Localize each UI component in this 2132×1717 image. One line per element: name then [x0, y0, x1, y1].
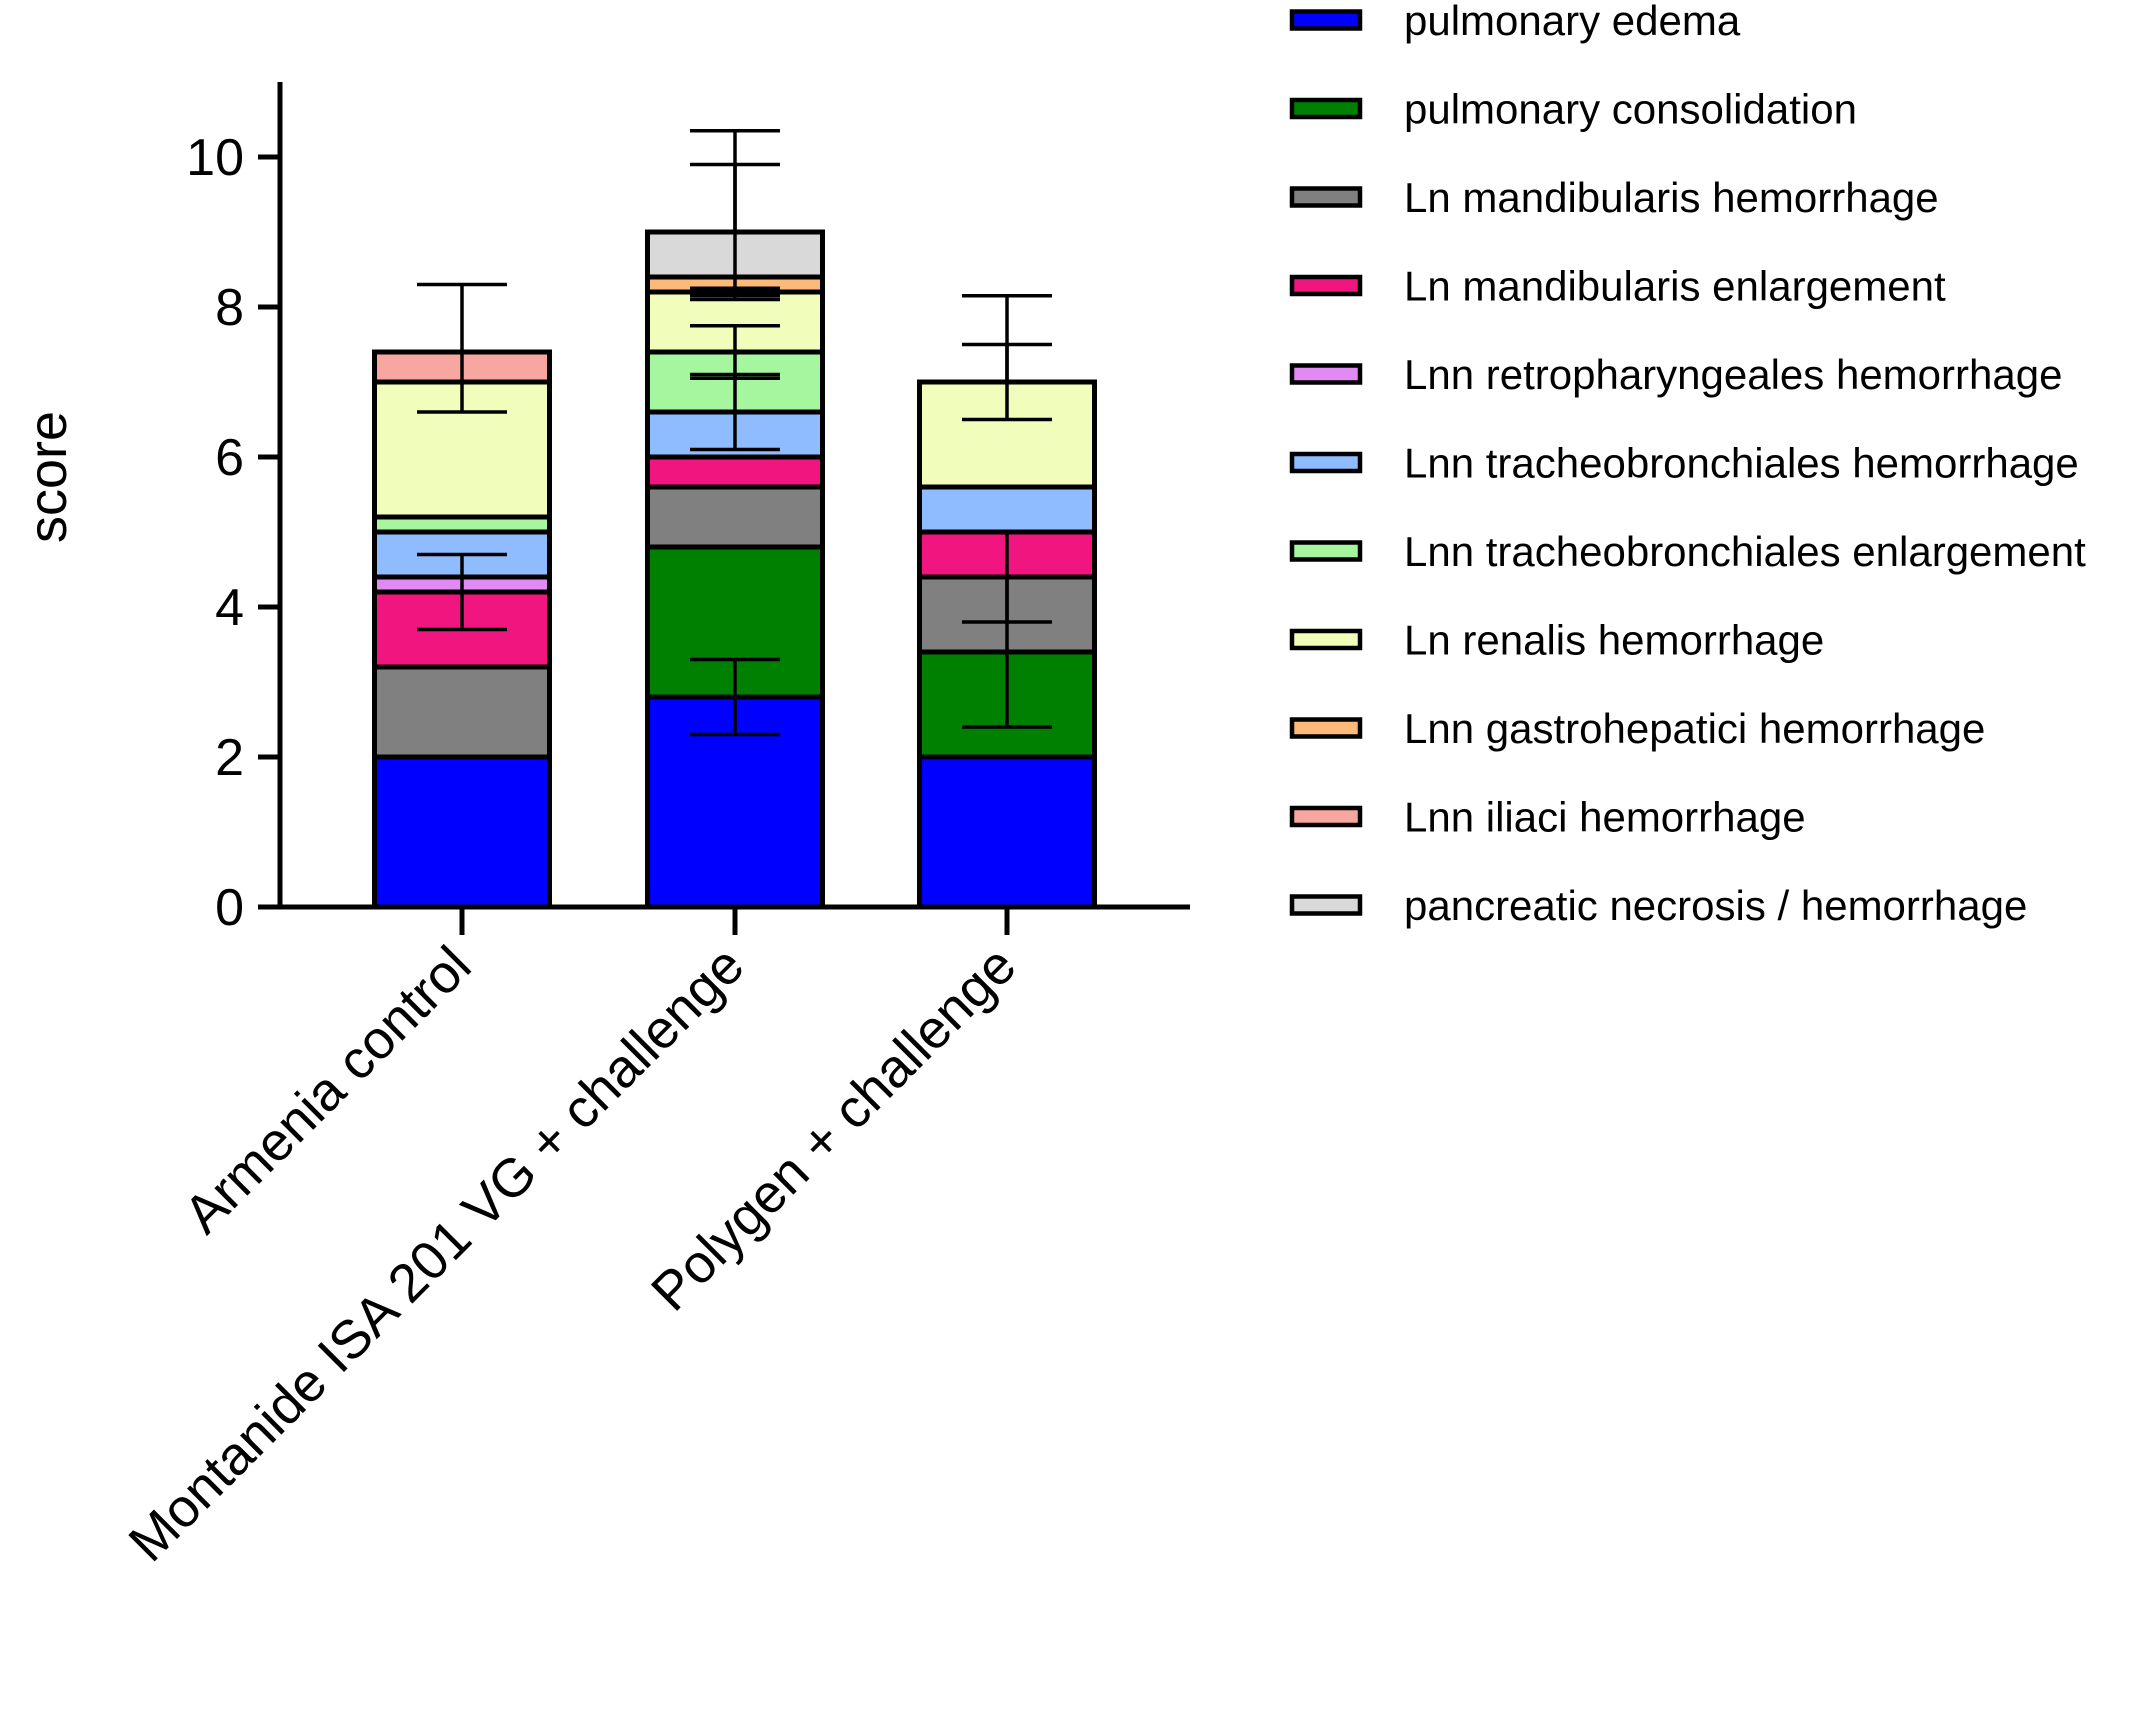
- x-tick-label: Montanide ISA 201 VG + challenge: [118, 935, 756, 1573]
- legend-item: Ln mandibularis hemorrhage: [1289, 174, 1939, 221]
- legend-swatch: [1289, 186, 1363, 208]
- legend-item: Ln renalis hemorrhage: [1289, 617, 1824, 664]
- legend-item: Lnn tracheobronchiales hemorrhage: [1289, 440, 2079, 487]
- y-tick-label: 4: [215, 579, 244, 637]
- legend-swatch: [1289, 363, 1363, 385]
- y-tick-label: 2: [215, 729, 244, 787]
- legend-swatch: [1289, 894, 1363, 916]
- bar-segment: [645, 454, 825, 490]
- legend-item: Lnn gastrohepatici hemorrhage: [1289, 705, 1985, 752]
- bar-segment: [645, 484, 825, 550]
- y-tick-label: 0: [215, 879, 244, 937]
- legend-item: pancreatic necrosis / hemorrhage: [1289, 882, 2027, 929]
- bar-segment: [917, 484, 1097, 535]
- x-tick-label: Armenia control: [173, 935, 483, 1245]
- legend-swatch: [1289, 540, 1363, 562]
- legend-label: Lnn gastrohepatici hemorrhage: [1404, 705, 1985, 752]
- bar-segment: [372, 664, 552, 760]
- legend-swatch: [1289, 805, 1363, 828]
- bar-segment: [372, 754, 552, 910]
- legend-label: pancreatic necrosis / hemorrhage: [1404, 882, 2027, 929]
- legend-item: Lnn iliaci hemorrhage: [1289, 794, 1806, 841]
- legend-swatch: [1289, 97, 1363, 120]
- legend-swatch: [1289, 274, 1363, 297]
- y-axis-label: score: [18, 411, 78, 543]
- legend-item: Ln mandibularis enlargement: [1289, 263, 1946, 310]
- legend-swatch: [1289, 451, 1363, 474]
- legend-label: Ln renalis hemorrhage: [1404, 617, 1824, 664]
- y-tick-label: 10: [186, 129, 244, 187]
- legend-label: Lnn iliaci hemorrhage: [1404, 794, 1806, 841]
- y-tick-label: 6: [215, 429, 244, 487]
- legend-label: Lnn tracheobronchiales enlargement: [1404, 528, 2086, 575]
- legend-label: Ln mandibularis hemorrhage: [1404, 174, 1939, 221]
- legend-item: Lnn retropharyngeales hemorrhage: [1289, 351, 2062, 398]
- legend-item: pulmonary consolidation: [1289, 86, 1857, 133]
- legend-label: Lnn tracheobronchiales hemorrhage: [1404, 440, 2079, 487]
- legend-label: Lnn retropharyngeales hemorrhage: [1404, 351, 2062, 398]
- legend-label: pulmonary consolidation: [1404, 86, 1857, 133]
- legend-item: Lnn tracheobronchiales enlargement: [1289, 528, 2086, 575]
- legend-swatch: [1289, 9, 1363, 31]
- y-tick-label: 8: [215, 279, 244, 337]
- legend-label: Ln mandibularis enlargement: [1404, 263, 1946, 310]
- legend-swatch: [1289, 628, 1363, 651]
- legend-item: pulmonary edema: [1289, 0, 1741, 44]
- legend-label: pulmonary edema: [1404, 0, 1741, 44]
- bar-segment: [917, 754, 1097, 910]
- legend-swatch: [1289, 717, 1363, 739]
